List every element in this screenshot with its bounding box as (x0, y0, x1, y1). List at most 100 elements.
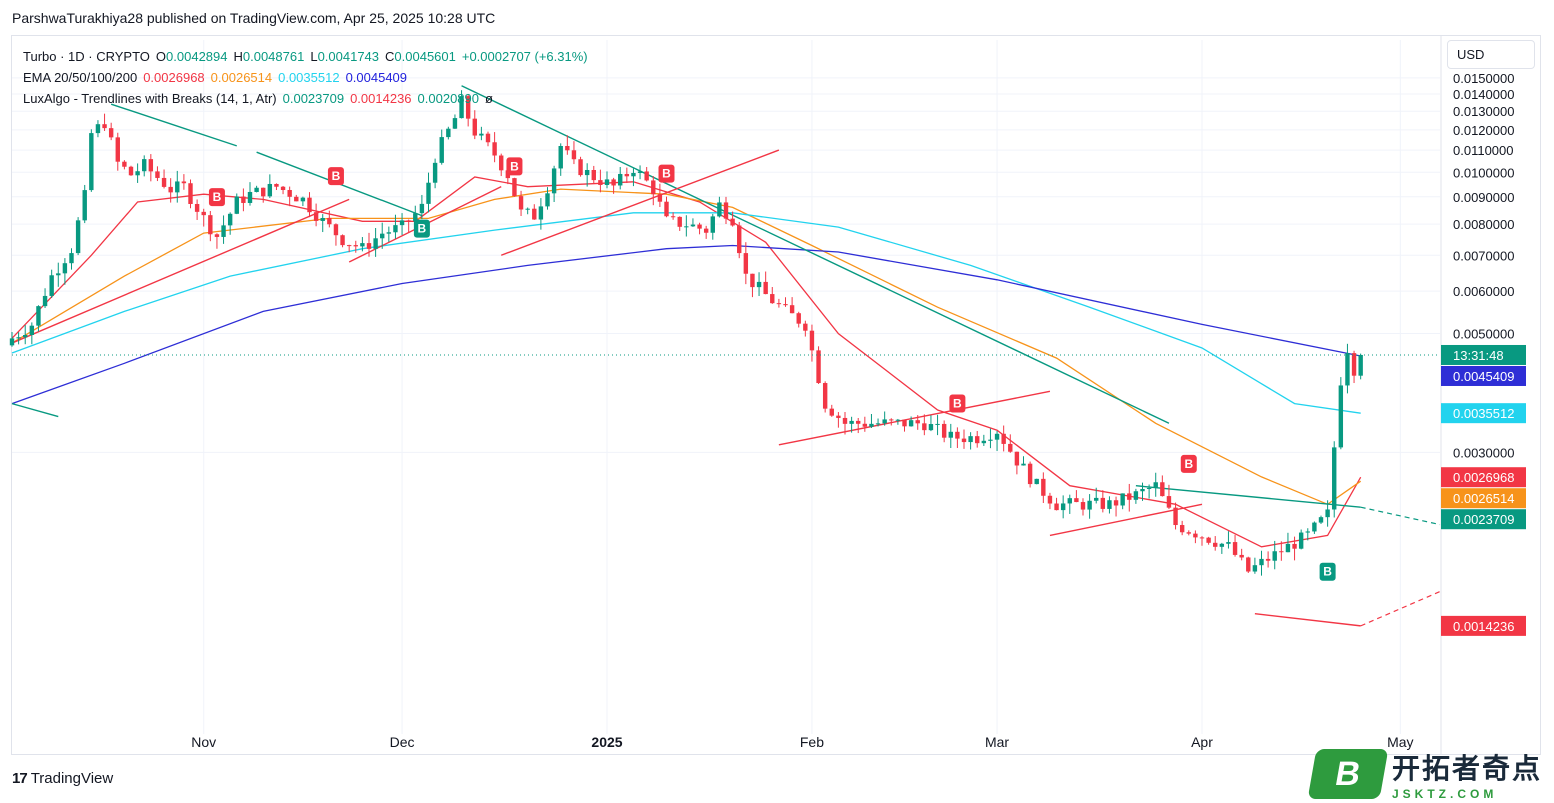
x-tick-label: May (1387, 734, 1413, 750)
candle-body (1298, 532, 1304, 549)
break-label-badge (327, 167, 344, 186)
break-label-badge (208, 188, 225, 207)
luxalgo-label[interactable]: LuxAlgo - Trendlines with Breaks (14, 1,… (23, 91, 277, 106)
candle-body (181, 181, 187, 184)
candle-body (1213, 542, 1218, 547)
candle-body (247, 191, 253, 203)
ema50-value: 0.0026514 (210, 70, 273, 85)
candle-body (36, 306, 41, 326)
candle-body (380, 233, 385, 239)
candle-body (1179, 525, 1185, 533)
candle-body (783, 304, 788, 306)
candle-body (1272, 551, 1277, 561)
candle-body (935, 423, 940, 425)
candle-body (1199, 537, 1205, 539)
candle-body (1120, 493, 1125, 506)
candle-body (578, 159, 583, 176)
legend-luxalgo-row: LuxAlgo - Trendlines with Breaks (14, 1,… (23, 88, 594, 109)
candle-body (558, 145, 563, 169)
candle-body (1279, 551, 1284, 553)
candle-body (1087, 500, 1092, 510)
price-axis-label-box (1441, 509, 1526, 530)
candle-body (644, 171, 649, 181)
candle-body (512, 178, 517, 197)
candle-body (1358, 354, 1363, 376)
candle-body (809, 330, 815, 351)
trendline-support (11, 198, 350, 344)
y-tick-label: 0.0100000 (1453, 165, 1514, 180)
price-axis-labels: 13:31:48 0.0045409 0.0035512 0.0026968 0.002… (1441, 344, 1526, 636)
candle-body (611, 179, 616, 186)
candle-body (518, 196, 524, 210)
price-axis-label-box (1441, 403, 1526, 424)
candle-body (1100, 497, 1106, 509)
ema200-value: 0.0045409 (345, 70, 408, 85)
candle-body (227, 213, 233, 226)
trendline-extension (1360, 590, 1441, 627)
y-tick-label: 0.0150000 (1453, 71, 1514, 86)
low-value: 0.0041743 (317, 49, 380, 64)
candle-body (770, 294, 775, 304)
candle-body (822, 383, 828, 409)
x-tick-label: Dec (390, 734, 415, 750)
candle-body (234, 196, 239, 214)
candle-body (446, 128, 451, 138)
candle-body (267, 183, 273, 197)
candle-body (1285, 543, 1291, 553)
candle-body (89, 133, 94, 191)
candle-body (16, 337, 21, 339)
candle-body (1080, 502, 1086, 510)
currency-selector[interactable]: USD (1447, 40, 1535, 69)
break-label-text: B (662, 167, 671, 181)
trendlines (11, 85, 1441, 627)
candle-body (975, 436, 980, 444)
candle-body (1252, 565, 1258, 572)
candle-body (1193, 533, 1198, 538)
break-label-text: B (953, 397, 962, 411)
candle-body (1153, 482, 1158, 488)
candle-body (1008, 443, 1013, 452)
legend-ema-row: EMA 20/50/100/200 0.0026968 0.0026514 0.003… (23, 67, 594, 88)
tradingview-brand-text: TradingView (30, 770, 114, 787)
candle-body (49, 275, 54, 296)
price-axis-label-text: 0.0035512 (1453, 406, 1514, 421)
candle-body (532, 208, 537, 220)
candle-body (842, 417, 848, 424)
price-axis-label-box (1441, 467, 1526, 488)
symbol-label[interactable]: Turbo · 1D · CRYPTO (23, 49, 150, 64)
candle-body (472, 118, 477, 136)
candle-body (1146, 487, 1152, 489)
y-tick-label: 0.0090000 (1453, 190, 1514, 205)
candle-body (1239, 554, 1244, 558)
candle-body (737, 225, 742, 254)
candle-body (565, 145, 570, 151)
candle-body (941, 423, 947, 438)
price-axis-label-text: 0.0045409 (1453, 369, 1514, 384)
candle-body (439, 137, 444, 163)
candle-body (948, 431, 953, 438)
candle-body (1074, 498, 1079, 503)
candle-body (23, 334, 28, 338)
candle-body (776, 303, 782, 305)
x-tick-label: Mar (985, 734, 1009, 750)
price-axis-label-text: 0.0023709 (1453, 512, 1514, 527)
candle-body (128, 166, 134, 176)
candle-body (261, 187, 266, 197)
candle-body (836, 415, 841, 418)
candle-body (161, 177, 167, 187)
candle-body (551, 168, 557, 194)
candle-body (816, 350, 821, 384)
candle-body (1173, 507, 1178, 526)
candle-body (981, 440, 987, 444)
y-tick-label: 0.0050000 (1453, 327, 1514, 342)
candle-body (902, 419, 907, 427)
tradingview-logo[interactable]: 17 TradingView (12, 770, 113, 787)
y-tick-label: 0.0060000 (1453, 284, 1514, 299)
x-tick-label: Apr (1191, 734, 1213, 750)
candle-body (856, 420, 861, 424)
trendline-support (500, 149, 780, 256)
candle-body (492, 142, 497, 156)
candle-body (915, 420, 920, 424)
ema-label[interactable]: EMA 20/50/100/200 (23, 70, 138, 85)
